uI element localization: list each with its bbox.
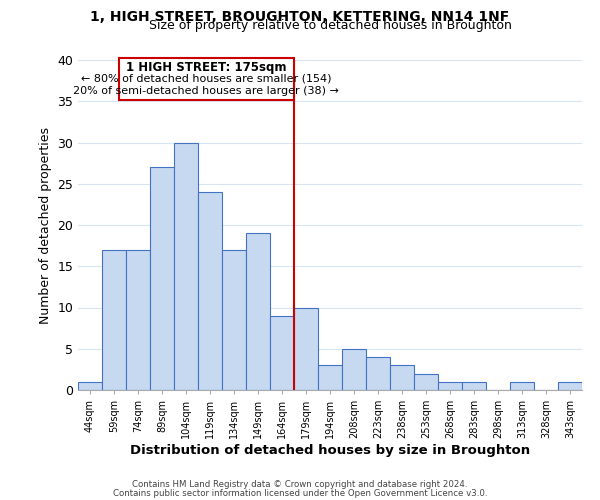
Y-axis label: Number of detached properties: Number of detached properties bbox=[39, 126, 52, 324]
Bar bbox=[126, 250, 150, 390]
Text: Contains public sector information licensed under the Open Government Licence v3: Contains public sector information licen… bbox=[113, 490, 487, 498]
Bar bbox=[222, 250, 246, 390]
Bar bbox=[510, 382, 534, 390]
Bar bbox=[270, 316, 294, 390]
Text: ← 80% of detached houses are smaller (154): ← 80% of detached houses are smaller (15… bbox=[81, 74, 332, 84]
Bar bbox=[438, 382, 462, 390]
Bar bbox=[78, 382, 102, 390]
Bar bbox=[462, 382, 486, 390]
Bar bbox=[318, 365, 342, 390]
Bar bbox=[414, 374, 438, 390]
Bar bbox=[150, 167, 174, 390]
Text: Contains HM Land Registry data © Crown copyright and database right 2024.: Contains HM Land Registry data © Crown c… bbox=[132, 480, 468, 489]
Bar bbox=[558, 382, 582, 390]
Bar bbox=[342, 349, 366, 390]
Bar bbox=[366, 357, 390, 390]
Title: Size of property relative to detached houses in Broughton: Size of property relative to detached ho… bbox=[149, 20, 511, 32]
Text: 1, HIGH STREET, BROUGHTON, KETTERING, NN14 1NF: 1, HIGH STREET, BROUGHTON, KETTERING, NN… bbox=[91, 10, 509, 24]
X-axis label: Distribution of detached houses by size in Broughton: Distribution of detached houses by size … bbox=[130, 444, 530, 457]
Text: 20% of semi-detached houses are larger (38) →: 20% of semi-detached houses are larger (… bbox=[73, 86, 340, 96]
Bar bbox=[246, 233, 270, 390]
Bar bbox=[174, 142, 198, 390]
Bar bbox=[119, 58, 294, 100]
Bar bbox=[390, 365, 414, 390]
Bar bbox=[198, 192, 222, 390]
Text: 1 HIGH STREET: 175sqm: 1 HIGH STREET: 175sqm bbox=[126, 61, 287, 74]
Bar bbox=[294, 308, 318, 390]
Bar bbox=[102, 250, 126, 390]
